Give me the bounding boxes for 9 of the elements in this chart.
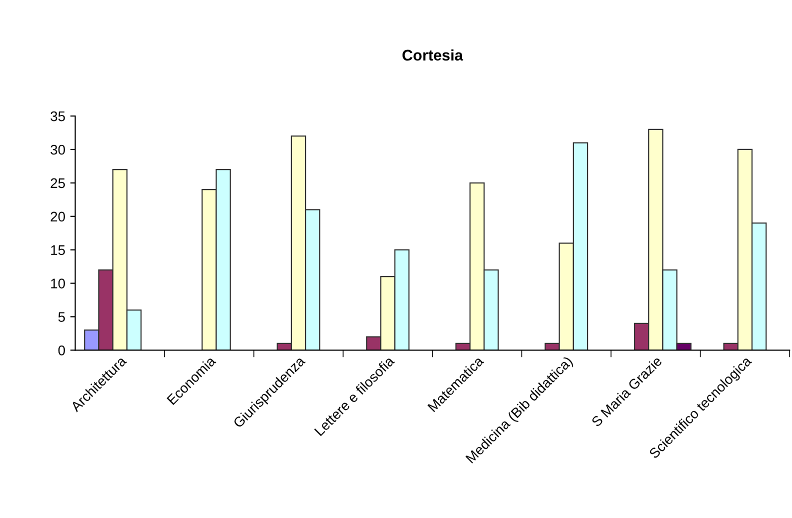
- y-tick-label: 20: [50, 212, 65, 222]
- y-tick-label: 30: [50, 144, 65, 155]
- y-tick-label: 35: [50, 111, 65, 122]
- y-tick-label: 0: [58, 346, 65, 356]
- y-tick-label: 25: [50, 178, 65, 188]
- y-tick-label: 15: [51, 245, 65, 255]
- y-tick-label: 5: [58, 312, 65, 322]
- chart-title: Cortesia: [402, 49, 464, 61]
- y-tick-label: 10: [51, 278, 65, 288]
